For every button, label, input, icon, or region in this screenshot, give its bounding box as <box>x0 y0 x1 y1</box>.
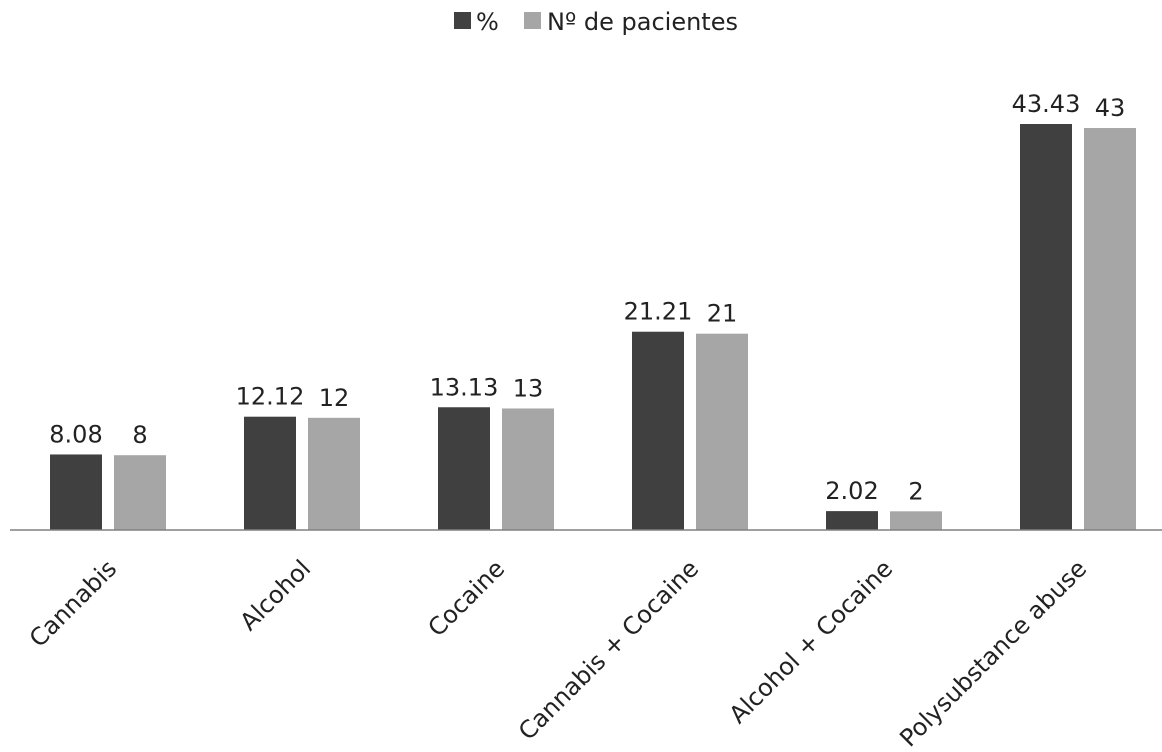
bar-patients-2 <box>502 408 554 530</box>
bar-patients-4 <box>890 511 942 530</box>
bar-percent-2 <box>438 407 490 530</box>
bar-percent-5 <box>1020 124 1072 530</box>
data-label-percent-3: 21.21 <box>624 298 693 326</box>
legend-swatch-percent <box>454 12 471 29</box>
x-tick-label-2: Cocaine <box>423 554 511 642</box>
legend-label-patients: Nº de pacientes <box>547 8 738 36</box>
legend-swatch-patients <box>524 12 541 29</box>
chart-legend: % Nº de pacientes <box>454 8 738 36</box>
data-label-percent-4: 2.02 <box>825 477 878 505</box>
data-label-patients-1: 12 <box>319 384 350 412</box>
bars-group <box>50 124 1136 530</box>
x-tick-label-5: Polysubstance abuse <box>894 554 1092 752</box>
bar-patients-3 <box>696 333 748 530</box>
bar-percent-4 <box>826 511 878 530</box>
data-label-percent-2: 13.13 <box>430 373 499 401</box>
data-label-patients-4: 2 <box>908 477 923 505</box>
data-label-patients-2: 13 <box>513 374 544 402</box>
x-tick-label-4: Alcohol + Cocaine <box>724 554 899 729</box>
data-label-percent-0: 8.08 <box>49 420 102 448</box>
data-label-patients-5: 43 <box>1095 94 1126 122</box>
bar-patients-0 <box>114 455 166 530</box>
data-label-percent-5: 43.43 <box>1012 90 1081 118</box>
x-tick-labels-group: Cannabis Alcohol Cocaine Cannabis + Cocaine… <box>24 554 1092 752</box>
legend-label-percent: % <box>476 8 499 36</box>
bar-percent-1 <box>244 416 296 530</box>
x-tick-label-1: Alcohol <box>235 554 317 636</box>
x-tick-label-0: Cannabis <box>24 554 122 652</box>
data-label-patients-0: 8 <box>132 421 147 449</box>
x-tick-label-3: Cannabis + Cocaine <box>513 554 704 745</box>
bar-patients-5 <box>1084 128 1136 530</box>
bar-percent-0 <box>50 454 102 530</box>
bar-patients-1 <box>308 417 360 530</box>
data-label-percent-1: 12.12 <box>236 383 305 411</box>
bar-percent-3 <box>632 331 684 530</box>
data-labels-group: 8.08 8 12.12 12 13.13 13 21.21 21 2.02 2 43.43 43 <box>49 90 1125 505</box>
data-label-patients-3: 21 <box>707 300 738 328</box>
